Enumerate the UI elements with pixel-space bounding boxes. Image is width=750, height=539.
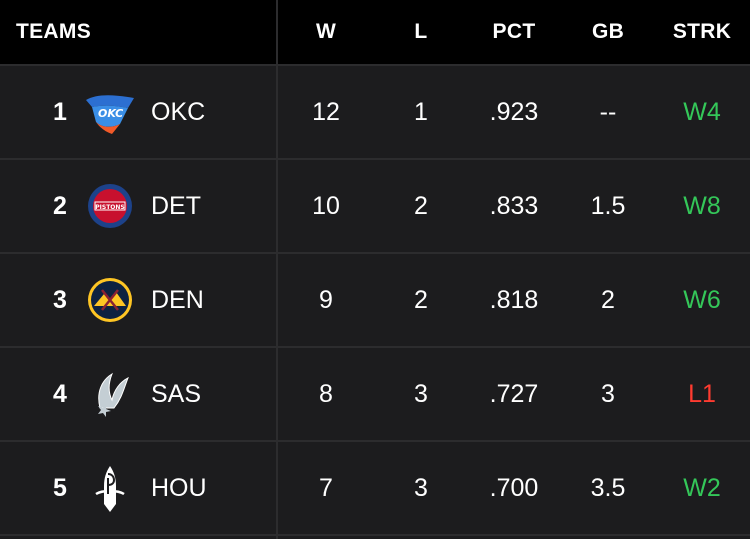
header-wins[interactable]: W <box>315 20 337 43</box>
wins-value: 10 <box>312 192 340 220</box>
losses-value: 2 <box>414 192 428 220</box>
svg-text:OKC: OKC <box>98 107 123 120</box>
team-abbr[interactable]: DEN <box>151 286 204 314</box>
team-rank: 5 <box>53 474 67 502</box>
table-row[interactable]: 1 OKC OKC 12 1 .923 -- W4 <box>0 66 750 160</box>
houston-rockets-logo-icon <box>82 464 138 514</box>
team-rank: 1 <box>53 98 67 126</box>
header-pct[interactable]: PCT <box>492 20 536 43</box>
team-abbr[interactable]: OKC <box>151 98 206 126</box>
header-teams[interactable]: TEAMS <box>16 20 91 43</box>
wins-value: 12 <box>312 98 340 126</box>
losses-value: 3 <box>414 474 428 502</box>
wins-value: 7 <box>319 474 333 502</box>
team-abbr[interactable]: DET <box>151 192 201 220</box>
pct-value: .700 <box>489 474 539 502</box>
table-header: TEAMS W L PCT GB STRK <box>0 0 750 66</box>
gb-value: 2 <box>601 286 615 314</box>
gb-value: -- <box>599 98 617 126</box>
streak-value: W4 <box>683 98 721 126</box>
team-rank: 3 <box>53 286 67 314</box>
svg-text:PISTONS: PISTONS <box>95 204 125 211</box>
pct-value: .818 <box>489 286 539 314</box>
table-row[interactable]: 5 HOU 7 3 .700 3.5 W2 <box>0 442 750 536</box>
san-antonio-spurs-logo-icon <box>82 370 138 420</box>
gb-value: 3.5 <box>590 474 626 502</box>
header-games-behind[interactable]: GB <box>591 20 625 43</box>
detroit-pistons-logo-icon: PISTONS <box>82 182 138 232</box>
table-row[interactable]: 4 SAS 8 3 .727 3 L1 <box>0 348 750 442</box>
okc-thunder-logo-icon: OKC <box>82 88 138 138</box>
streak-value: W6 <box>683 286 721 314</box>
losses-value: 3 <box>414 380 428 408</box>
table-row[interactable]: 2 PISTONS DET 10 2 .833 1.5 W8 <box>0 160 750 254</box>
gb-value: 1.5 <box>590 192 626 220</box>
wins-value: 8 <box>319 380 333 408</box>
header-streak[interactable]: STRK <box>672 20 732 43</box>
table-row[interactable]: 3 DEN 9 2 .818 2 W6 <box>0 254 750 348</box>
pct-value: .923 <box>489 98 539 126</box>
team-rank: 2 <box>53 192 67 220</box>
pct-value: .727 <box>489 380 539 408</box>
column-divider <box>276 0 278 539</box>
gb-value: 3 <box>601 380 615 408</box>
losses-value: 1 <box>414 98 428 126</box>
team-rank: 4 <box>53 380 67 408</box>
team-abbr[interactable]: HOU <box>151 474 207 502</box>
header-losses[interactable]: L <box>414 20 428 43</box>
team-abbr[interactable]: SAS <box>151 380 202 408</box>
wins-value: 9 <box>319 286 333 314</box>
pct-value: .833 <box>489 192 539 220</box>
streak-value: W8 <box>683 192 721 220</box>
losses-value: 2 <box>414 286 428 314</box>
denver-nuggets-logo-icon <box>82 276 138 326</box>
streak-value: L1 <box>688 380 716 408</box>
streak-value: W2 <box>683 474 721 502</box>
